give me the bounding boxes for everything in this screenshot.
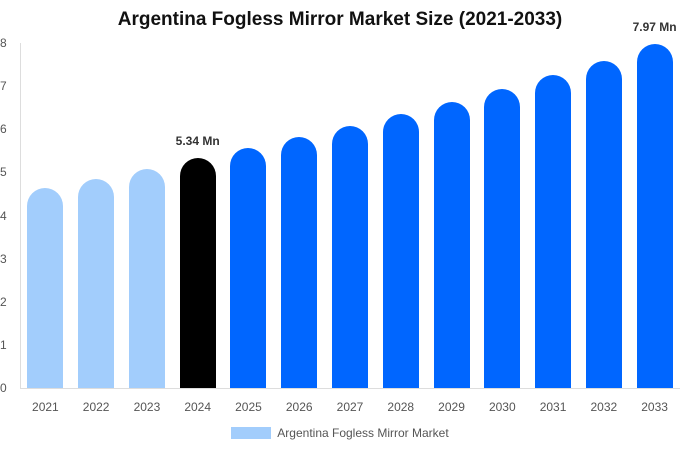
bar-2024 [179,157,216,388]
x-axis-line [20,388,680,389]
chart-title: Argentina Fogless Mirror Market Size (20… [117,9,563,30]
y-tick-label: 4 [0,208,7,223]
legend-swatch [231,427,272,439]
bar-2028 [382,113,419,388]
bar-2030 [484,88,521,388]
x-tick-label: 2031 [539,400,567,414]
x-tick-label: 2033 [641,400,668,414]
x-tick-label: 2023 [133,400,161,414]
bar-2026 [281,137,318,388]
legend: Argentina Fogless Mirror Market [0,426,680,440]
bar-2023 [128,168,165,388]
bar-2022 [78,178,115,388]
x-tick-label: 2021 [32,400,59,414]
x-tick-label: 2025 [235,400,262,414]
bar-2033 [636,44,673,388]
x-tick-label: 2022 [82,400,110,414]
x-tick-label: 2028 [387,400,415,414]
y-tick-label: 8 [0,36,7,50]
y-axis-line [20,43,21,388]
x-tick-label: 2030 [488,400,516,414]
x-tick-label: 2026 [285,400,313,414]
y-tick-label: 6 [0,122,7,137]
data-label-2033: 7.97 Mn [632,20,677,35]
y-tick-label: 3 [0,251,7,266]
bar-2021 [27,187,64,388]
x-tick-label: 2032 [590,400,618,414]
y-tick-label: 1 [0,337,7,352]
data-label-2024: 5.34 Mn [175,133,220,148]
x-tick-label: 2029 [438,400,465,414]
legend-label: Argentina Fogless Mirror Market [277,426,449,440]
bar-2025 [230,147,267,388]
x-tick-label: 2027 [336,400,364,414]
y-tick-label: 0 [0,381,7,395]
bar-2032 [585,60,622,388]
y-tick-label: 2 [0,294,7,309]
y-tick-label: 5 [0,165,7,180]
y-tick-label: 7 [0,79,7,94]
x-tick-label: 2024 [184,400,212,414]
bar-2031 [535,74,572,388]
bar-2027 [332,125,368,388]
bar-2029 [433,101,470,388]
